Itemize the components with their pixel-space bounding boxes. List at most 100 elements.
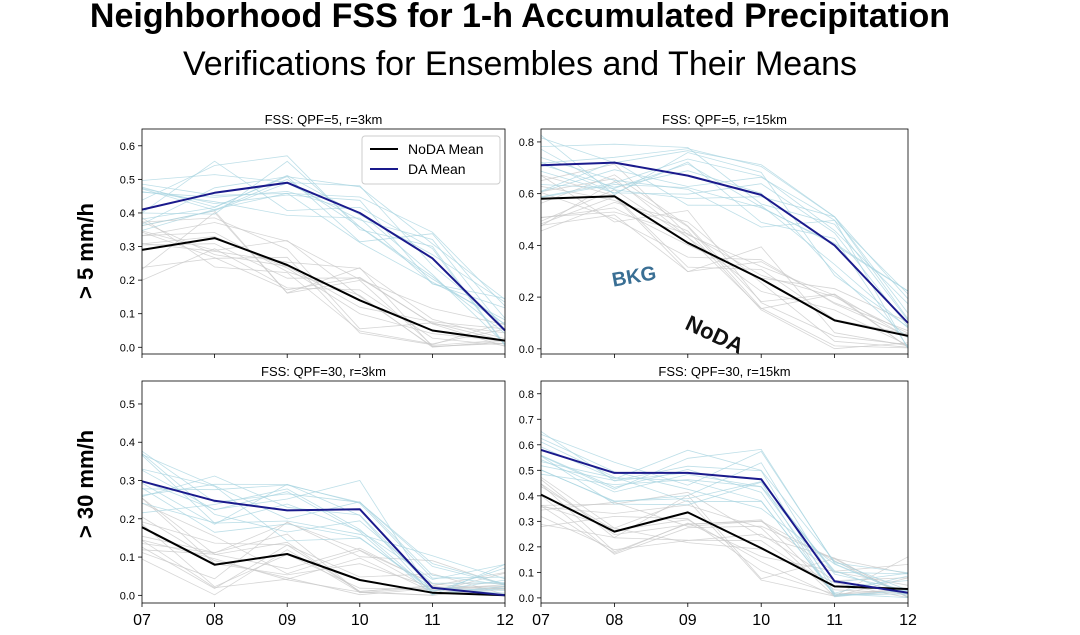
da-member-line	[141, 178, 506, 325]
panel-title: FSS: QPF=30, r=3km	[261, 364, 386, 379]
x-tick-label: 12	[899, 612, 917, 629]
da-member-line	[540, 448, 909, 595]
panel-title: FSS: QPF=30, r=15km	[658, 364, 790, 379]
da-member-line	[141, 480, 506, 595]
y-tick-label: 0.3	[120, 242, 135, 254]
y-tick-label: 0.1	[120, 552, 135, 564]
noda-member-line	[141, 256, 506, 346]
y-tick-label: 0.2	[519, 542, 534, 554]
noda-mean-line	[141, 237, 506, 342]
noda-mean-line	[540, 195, 909, 337]
page-title: Neighborhood FSS for 1-h Accumulated Pre…	[89, 0, 951, 35]
axes-frame	[540, 380, 909, 604]
y-tick-label: 0.8	[519, 137, 534, 149]
da-member-line	[141, 160, 506, 334]
da-member-line	[540, 157, 909, 295]
y-tick-label: 0.6	[120, 141, 135, 153]
axes-frame	[141, 380, 506, 604]
da-member-line	[141, 174, 506, 326]
noda-member-line	[540, 214, 909, 332]
da-mean-line	[141, 480, 506, 597]
da-member-line	[540, 161, 909, 329]
noda-member-line	[141, 217, 506, 345]
x-tick-label: 07	[532, 612, 550, 629]
da-member-line	[540, 434, 909, 574]
da-member-line	[540, 148, 909, 320]
x-tick-label: 12	[496, 612, 514, 629]
y-tick-label: 0.4	[120, 208, 135, 220]
da-member-line	[540, 465, 909, 594]
y-tick-label: 0.4	[519, 491, 534, 503]
noda-member-line	[540, 515, 909, 595]
y-tick-label: 0.6	[519, 440, 534, 452]
da-member-line	[540, 169, 909, 349]
y-tick-label: 0.7	[519, 414, 534, 426]
noda-member-line	[540, 196, 909, 347]
noda-member-line	[540, 174, 909, 335]
da-member-line	[141, 160, 506, 346]
noda-member-line	[141, 243, 506, 340]
da-member-line	[141, 483, 506, 579]
y-tick-label: 0.3	[519, 516, 534, 528]
da-mean-line	[540, 161, 909, 324]
y-tick-label: 0.2	[120, 275, 135, 287]
da-member-line	[540, 459, 909, 598]
da-member-line	[141, 192, 506, 321]
noda-member-line	[540, 178, 909, 338]
noda-member-line	[540, 192, 909, 337]
noda-member-line	[141, 502, 506, 595]
noda-mean-line	[540, 493, 909, 590]
noda-member-line	[540, 501, 909, 598]
da-member-line	[540, 163, 909, 292]
da-member-line	[540, 438, 909, 596]
x-tick-label: 08	[206, 612, 224, 629]
noda-member-line	[141, 243, 506, 347]
noda-member-line	[141, 523, 506, 590]
da-member-line	[141, 176, 506, 300]
da-member-line	[540, 455, 909, 598]
noda-member-line	[141, 222, 506, 326]
da-member-line	[540, 170, 909, 327]
y-tick-label: 0.5	[120, 399, 135, 411]
panel-title: FSS: QPF=5, r=3km	[265, 112, 383, 127]
noda-member-line	[141, 497, 506, 595]
noda-member-line	[141, 544, 506, 592]
da-member-line	[540, 137, 909, 300]
noda-member-line	[540, 211, 909, 334]
da-member-line	[141, 475, 506, 591]
y-tick-label: 0.0	[120, 342, 135, 354]
x-tick-label: 10	[752, 612, 770, 629]
da-member-line	[141, 174, 506, 303]
da-member-line	[141, 454, 506, 586]
x-tick-label: 11	[424, 612, 441, 629]
y-tick-label: 0.2	[519, 292, 534, 304]
y-tick-label: 0.8	[519, 389, 534, 401]
noda-mean-line	[141, 526, 506, 597]
x-tick-label: 11	[826, 612, 843, 629]
y-tick-label: 0.0	[120, 590, 135, 602]
y-tick-label: 0.0	[519, 593, 534, 605]
y-tick-label: 0.4	[519, 240, 534, 252]
x-tick-label: 09	[278, 612, 296, 629]
da-member-line	[141, 450, 506, 585]
noda-member-line	[540, 201, 909, 348]
panel-title: FSS: QPF=5, r=15km	[662, 112, 787, 127]
noda-member-line	[141, 533, 506, 594]
noda-member-line	[141, 217, 506, 342]
y-tick-label: 0.5	[120, 174, 135, 186]
noda-member-line	[141, 211, 506, 346]
noda-member-line	[540, 185, 909, 350]
noda-member-line	[540, 476, 909, 597]
da-mean-line	[141, 181, 506, 332]
da-member-line	[540, 143, 909, 321]
page-subtitle: Verifications for Ensembles and Their Me…	[182, 45, 858, 83]
da-member-line	[540, 158, 909, 305]
x-tick-label: 08	[606, 612, 624, 629]
noda-member-line	[540, 180, 909, 349]
da-member-line	[540, 461, 909, 596]
x-tick-label: 07	[133, 612, 151, 629]
y-tick-label: 0.4	[120, 437, 135, 449]
y-tick-label: 0.3	[120, 476, 135, 488]
noda-member-line	[141, 248, 506, 346]
